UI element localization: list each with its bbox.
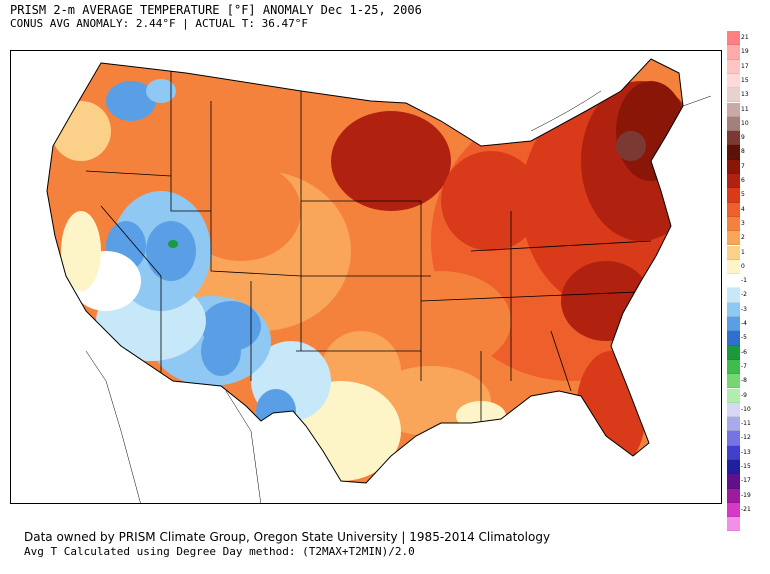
legend-swatch [727, 431, 740, 446]
legend-label: 5 [741, 191, 745, 199]
map-title: PRISM 2-m AVERAGE TEMPERATURE [°F] ANOMA… [10, 3, 422, 17]
legend-swatch [727, 73, 740, 89]
legend-label: -19 [741, 491, 751, 499]
legend-label: -8 [741, 377, 747, 385]
legend-swatch [727, 131, 740, 146]
legend-swatch [727, 88, 740, 103]
legend-swatch [727, 502, 740, 518]
legend-swatch [727, 245, 740, 260]
legend-swatch [727, 345, 740, 360]
legend-label: -9 [741, 391, 747, 399]
legend-label: 13 [741, 91, 749, 99]
legend-label: -15 [741, 463, 751, 470]
legend-swatch [727, 145, 740, 160]
legend-label: 1 [741, 248, 745, 256]
mexico-outline [85, 350, 261, 503]
legend-label: 8 [741, 148, 745, 156]
legend-label: 19 [741, 48, 749, 56]
legend-swatch [727, 388, 740, 403]
state-boundaries [85, 71, 662, 421]
legend-swatch [727, 474, 740, 489]
legend-label: -6 [741, 348, 747, 356]
legend-label: -10 [741, 405, 751, 413]
legend-swatch [727, 116, 740, 132]
method-note: Avg T Calculated using Degree Day method… [24, 545, 415, 558]
legend-swatch [727, 59, 740, 74]
legend-swatch [727, 102, 740, 117]
legend-label: 3 [741, 219, 745, 227]
legend-swatch [727, 174, 740, 189]
legend-swatch [727, 188, 740, 203]
legend-label: -12 [741, 434, 751, 442]
legend-swatch [727, 517, 740, 532]
legend-swatch [727, 317, 740, 332]
legend-label: 0 [741, 262, 745, 270]
legend-label: -2 [741, 291, 747, 299]
legend-swatch [727, 231, 740, 246]
legend-label: 15 [741, 76, 749, 84]
legend-label: 10 [741, 119, 749, 127]
legend-swatch [727, 488, 740, 503]
legend-label: 9 [741, 134, 745, 142]
legend-label: -5 [741, 334, 747, 342]
legend-swatch [727, 31, 740, 46]
legend-label: 21 [741, 34, 749, 41]
legend-label: -4 [741, 320, 747, 327]
legend-swatch [727, 45, 740, 60]
legend-label: 6 [741, 177, 745, 184]
legend-label: 7 [741, 162, 745, 170]
canada-coast [530, 90, 712, 132]
legend-label: -3 [741, 305, 747, 313]
legend-swatch [727, 359, 740, 375]
legend-label: -21 [741, 505, 751, 513]
map-subtitle: CONUS AVG ANOMALY: 2.44°F | ACTUAL T: 36… [10, 17, 309, 30]
legend-label: -11 [741, 420, 751, 428]
legend-swatch [727, 216, 740, 232]
legend-swatch [727, 374, 740, 389]
legend-swatch [727, 460, 740, 475]
legend-swatch [727, 417, 740, 432]
legend-swatch [727, 402, 740, 418]
legend-label: -17 [741, 477, 751, 485]
legend-label: -13 [741, 448, 751, 456]
data-credit: Data owned by PRISM Climate Group, Orego… [24, 530, 551, 544]
legend-swatch [727, 331, 740, 346]
anomaly-map-svg [46, 58, 712, 503]
anomaly-map [10, 50, 722, 504]
legend-label: 2 [741, 234, 745, 242]
legend-swatch [727, 159, 740, 174]
legend-label: 11 [741, 105, 749, 113]
legend-swatch [727, 259, 740, 275]
legend-label: -1 [741, 277, 747, 285]
legend-label: 4 [741, 205, 745, 213]
conus-outline [46, 58, 684, 484]
legend-swatch [727, 202, 740, 217]
legend-swatch [727, 288, 740, 303]
legend-swatch [727, 445, 740, 460]
legend-label: 17 [741, 62, 749, 70]
legend-swatch [727, 274, 740, 289]
legend-label: -7 [741, 362, 747, 370]
legend-swatch [727, 302, 740, 317]
